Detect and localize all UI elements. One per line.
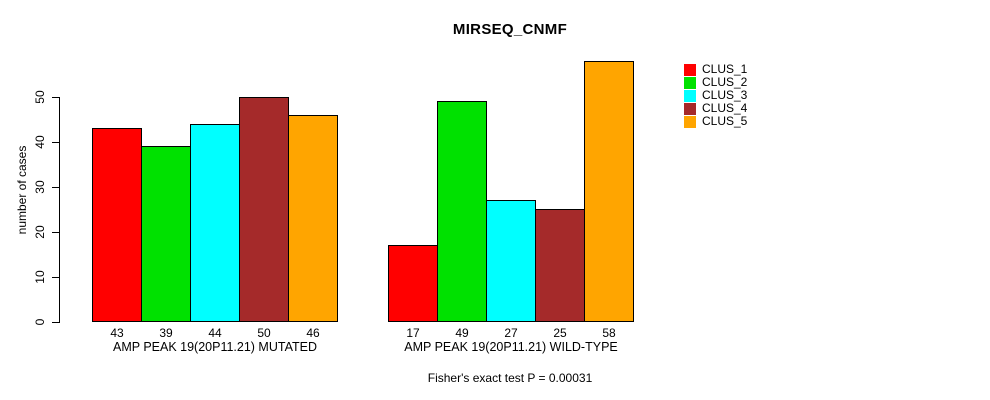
bar-clus_1-group1: [92, 128, 142, 322]
legend-item: CLUS_1: [684, 63, 747, 76]
y-axis-tick-label: 20: [33, 225, 47, 239]
bar-value-label: 43: [110, 326, 124, 340]
legend-swatch: [684, 115, 696, 128]
legend-item: CLUS_3: [684, 89, 747, 102]
bar-clus_3-group2: [486, 200, 536, 322]
bar-value-label: 39: [159, 326, 173, 340]
fisher-test-annotation: Fisher's exact test P = 0.00031: [427, 371, 593, 385]
y-axis-tick-label: 50: [33, 90, 47, 104]
bar-clus_5-group2: [584, 61, 634, 322]
legend-swatch: [684, 63, 696, 76]
bar-value-label: 58: [602, 326, 616, 340]
x-group-label: AMP PEAK 19(20P11.21) MUTATED: [112, 340, 317, 354]
bar-value-label: 50: [257, 326, 271, 340]
y-axis-line: [59, 97, 60, 323]
y-axis-tick-label: 40: [33, 135, 47, 149]
y-axis-tick-label: 30: [33, 180, 47, 194]
legend-label: CLUS_1: [702, 62, 748, 76]
legend-item: CLUS_4: [684, 102, 747, 115]
bar-value-label: 44: [208, 326, 222, 340]
y-axis-tick: [52, 232, 59, 233]
legend-swatch: [684, 76, 696, 89]
y-axis-tick-label: 0: [33, 318, 47, 326]
bar-clus_2-group2: [437, 101, 487, 322]
bar-clus_3-group1: [190, 124, 240, 322]
bar-value-label: 17: [406, 326, 420, 340]
y-axis-tick: [52, 322, 59, 323]
bar-value-label: 25: [553, 326, 567, 340]
legend: CLUS_1 CLUS_2 CLUS_3 CLUS_4 CLUS_5: [684, 63, 747, 128]
legend-item: CLUS_5: [684, 115, 747, 128]
legend-label: CLUS_2: [702, 75, 748, 89]
legend-swatch: [684, 89, 696, 102]
bar-value-label: 49: [455, 326, 469, 340]
bar-value-label: 46: [306, 326, 320, 340]
bar-clus_1-group2: [388, 245, 438, 322]
legend-swatch: [684, 102, 696, 115]
bar-value-label: 27: [504, 326, 518, 340]
legend-label: CLUS_3: [702, 88, 748, 102]
x-group-label: AMP PEAK 19(20P11.21) WILD-TYPE: [404, 340, 618, 354]
bar-clus_5-group1: [288, 115, 338, 322]
y-axis-tick: [52, 97, 59, 98]
y-axis-tick: [52, 187, 59, 188]
chart-title: MIRSEQ_CNMF: [452, 21, 568, 38]
bar-clus_2-group1: [141, 146, 191, 322]
legend-label: CLUS_5: [702, 114, 748, 128]
y-axis-tick-label: 10: [33, 270, 47, 284]
bar-clus_4-group1: [239, 97, 289, 322]
y-axis-tick: [52, 277, 59, 278]
bar-clus_4-group2: [535, 209, 585, 322]
legend-label: CLUS_4: [702, 101, 748, 115]
legend-item: CLUS_2: [684, 76, 747, 89]
y-axis-tick: [52, 142, 59, 143]
